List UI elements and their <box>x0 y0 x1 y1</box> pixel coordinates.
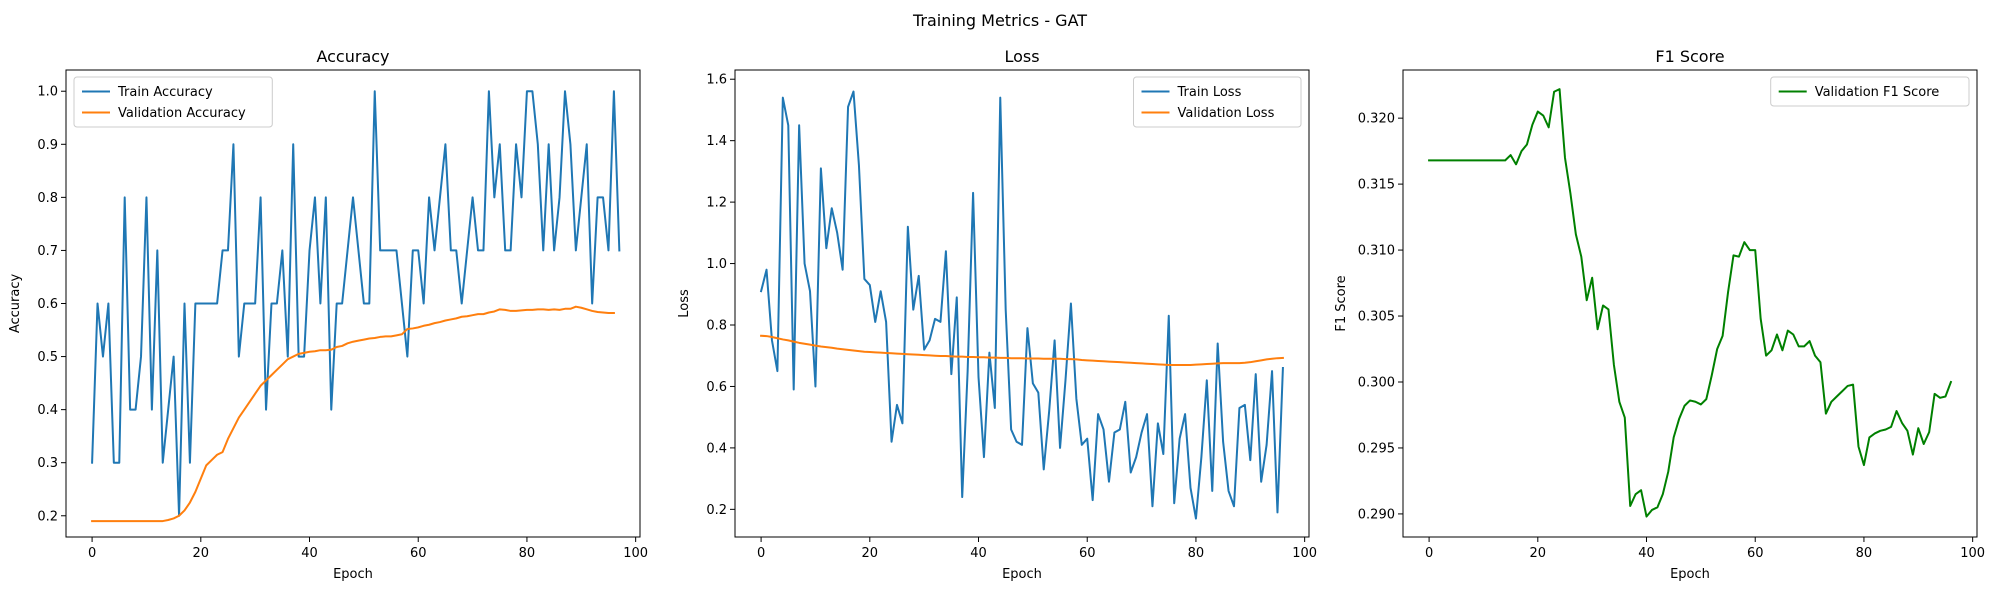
legend-box <box>1770 76 1970 107</box>
series-line-validation-accuracy <box>91 305 615 523</box>
axes-frame <box>1402 69 1978 538</box>
x-tick-label: 40 <box>970 546 987 561</box>
y-tick-label: 1.0 <box>706 257 727 272</box>
legend: Validation F1 Score <box>1770 76 1970 107</box>
y-tick-label: 0.2 <box>37 509 58 524</box>
y-tick-label: 0.310 <box>1358 244 1395 259</box>
legend: Train Accuracy Validation Accuracy <box>73 76 273 128</box>
legend-label: Validation F1 Score <box>1815 85 1940 100</box>
axes-frame <box>65 69 641 538</box>
chart-title: Accuracy <box>316 47 389 66</box>
plot-area <box>759 90 1284 520</box>
y-tick-label: 0.4 <box>706 441 727 456</box>
series-line-train-loss <box>759 90 1284 520</box>
x-tick-label: 20 <box>1530 546 1547 561</box>
x-tick-label: 40 <box>301 546 318 561</box>
y-tick-label: 0.6 <box>706 380 727 395</box>
series-line-validation-loss <box>760 334 1284 366</box>
y-axis-label: Accuracy <box>8 274 23 334</box>
x-tick-label: 40 <box>1638 546 1655 561</box>
y-axis-label: F1 Score <box>1334 275 1349 331</box>
y-tick-label: 0.8 <box>37 191 58 206</box>
y-tick-label: 0.295 <box>1358 441 1395 456</box>
x-tick-label: 20 <box>862 546 879 561</box>
legend-label: Train Loss <box>1177 85 1242 100</box>
x-tick-label: 100 <box>1292 546 1317 561</box>
chart-panel-2: Loss 0 20 40 60 80 100 0.2 0.4 0.6 0.8 1.0 1.2 1.4 1.6… <box>677 47 1317 582</box>
series-line-train-accuracy <box>91 90 621 517</box>
legend-label: Validation Loss <box>1178 106 1275 121</box>
y-tick-label: 0.8 <box>706 319 727 334</box>
legend-box <box>1133 76 1302 128</box>
y-tick-label: 1.4 <box>706 134 727 149</box>
x-tick-label: 80 <box>1856 546 1873 561</box>
x-tick-label: 60 <box>410 546 427 561</box>
y-tick-label: 0.9 <box>37 138 58 153</box>
y-tick-label: 0.6 <box>37 297 58 312</box>
chart-title: Loss <box>1004 47 1039 66</box>
legend-box <box>73 76 273 128</box>
y-tick-label: 0.320 <box>1358 112 1395 127</box>
y-tick-label: 1.6 <box>706 73 727 88</box>
y-tick-label: 0.300 <box>1358 375 1395 390</box>
x-tick-label: 0 <box>757 546 765 561</box>
x-axis-label: Epoch <box>333 567 373 582</box>
legend: Train Loss Validation Loss <box>1133 76 1302 128</box>
chart-panel-3: F1 Score 0 20 40 60 80 100 0.290 0.295 0.300 0.305… <box>1334 47 1985 582</box>
y-tick-label: 0.2 <box>706 503 727 518</box>
y-tick-label: 0.305 <box>1358 310 1395 325</box>
y-tick-label: 0.4 <box>37 403 58 418</box>
x-tick-label: 60 <box>1747 546 1764 561</box>
y-tick-label: 0.3 <box>37 456 58 471</box>
figure-title: Training Metrics - GAT <box>912 11 1087 30</box>
x-tick-label: 60 <box>1079 546 1096 561</box>
series-line-validation-f1-score <box>1428 88 1953 518</box>
y-tick-label: 0.5 <box>37 350 58 365</box>
axes-frame <box>734 69 1310 538</box>
y-tick-label: 0.7 <box>37 244 58 259</box>
x-tick-label: 80 <box>519 546 536 561</box>
x-tick-label: 100 <box>1960 546 1985 561</box>
x-tick-label: 0 <box>88 546 96 561</box>
x-axis-label: Epoch <box>1002 567 1042 582</box>
x-tick-label: 0 <box>1425 546 1433 561</box>
x-axis-label: Epoch <box>1670 567 1710 582</box>
y-tick-label: 0.290 <box>1358 507 1395 522</box>
y-tick-label: 1.2 <box>706 196 727 211</box>
plot-area <box>91 90 621 523</box>
legend-label: Train Accuracy <box>117 85 213 100</box>
y-axis-label: Loss <box>677 289 692 318</box>
chart-panel-1: Accuracy 0 20 40 60 80 100 0.2 0.3 0.4 0.5 0.6 0.7 0.… <box>8 47 648 582</box>
legend-label: Validation Accuracy <box>118 106 246 121</box>
x-tick-label: 100 <box>623 546 648 561</box>
chart-title: F1 Score <box>1655 47 1724 66</box>
x-tick-label: 20 <box>193 546 210 561</box>
y-tick-label: 1.0 <box>37 85 58 100</box>
plot-area <box>1428 88 1953 518</box>
x-tick-label: 80 <box>1188 546 1205 561</box>
y-tick-label: 0.315 <box>1358 178 1395 193</box>
